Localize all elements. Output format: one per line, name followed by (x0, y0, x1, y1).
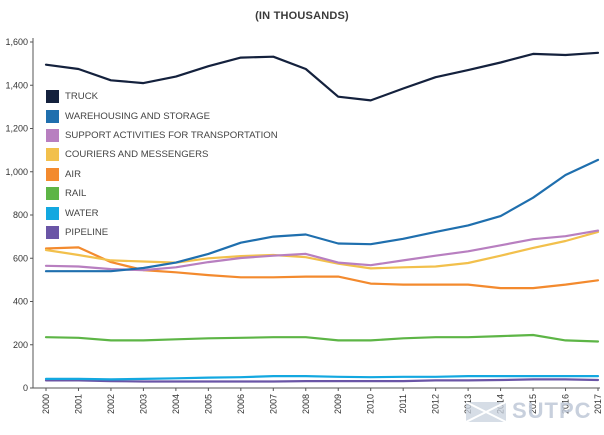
x-tick-label: 2002 (106, 394, 116, 414)
legend-label: WATER (65, 207, 99, 219)
watermark-text: SUTPC (512, 398, 592, 423)
legend-label: TRUCK (65, 91, 99, 103)
legend-item: PIPELINE (46, 223, 278, 242)
legend-label: AIR (65, 168, 81, 180)
legend-item: COURIERS AND MESSENGERS (46, 145, 278, 164)
watermark-logo-icon (465, 401, 507, 423)
x-tick-label: 2008 (301, 394, 311, 414)
legend-swatch (46, 206, 59, 220)
legend-item: SUPPORT ACTIVITIES FOR TRANSPORTATION (46, 126, 278, 145)
legend-item: WAREHOUSING AND STORAGE (46, 106, 278, 125)
x-tick-label: 2000 (41, 394, 51, 414)
legend-swatch (46, 167, 59, 181)
legend-label: WAREHOUSING AND STORAGE (65, 110, 210, 122)
legend-swatch (46, 225, 59, 239)
y-tick-label: 600 (13, 253, 28, 263)
series-line-support-activities-for-transportation (44, 229, 600, 272)
series-line-water (44, 375, 600, 381)
watermark: SUTPC (465, 398, 591, 426)
x-tick-label: 2010 (366, 394, 376, 414)
series-line-truck (44, 51, 600, 102)
series-line-rail (44, 333, 600, 343)
chart-legend: TRUCK WAREHOUSING AND STORAGE SUPPORT ACTI… (46, 87, 278, 242)
x-tick-label: 2001 (73, 394, 83, 414)
y-tick-label: 1,400 (5, 80, 28, 90)
legend-swatch (46, 148, 59, 162)
y-tick-label: 800 (13, 210, 28, 220)
x-tick-label: 2005 (203, 394, 213, 414)
y-tick-label: 0 (23, 383, 28, 393)
x-tick-label: 2016 (561, 394, 571, 414)
series-line-warehousing-and-storage (44, 158, 600, 273)
x-tick-label: 2006 (236, 394, 246, 414)
y-tick-label: 1,600 (5, 37, 28, 47)
x-tick-label: 2012 (431, 394, 441, 414)
x-tick-label: 2015 (528, 394, 538, 414)
x-tick-label: 2009 (333, 394, 343, 414)
series-line-pipeline (44, 378, 600, 383)
series-line-couriers-and-messengers (44, 230, 600, 270)
legend-swatch (46, 90, 59, 104)
y-tick-label: 200 (13, 340, 28, 350)
chart-title: (IN THOUSANDS) (255, 10, 349, 22)
x-tick-label: 2017 (593, 394, 603, 414)
series-line-air (44, 246, 600, 290)
legend-swatch (46, 128, 59, 142)
legend-swatch (46, 109, 59, 123)
legend-label: SUPPORT ACTIVITIES FOR TRANSPORTATION (65, 129, 278, 141)
y-tick-label: 1,200 (5, 124, 28, 134)
legend-label: COURIERS AND MESSENGERS (65, 149, 209, 161)
legend-item: AIR (46, 165, 278, 184)
x-tick-label: 2011 (398, 394, 408, 413)
x-tick-label: 2007 (268, 394, 278, 414)
legend-label: PIPELINE (65, 226, 109, 238)
legend-item: RAIL (46, 184, 278, 203)
legend-label: RAIL (65, 188, 87, 200)
y-tick-label: 1,000 (5, 167, 28, 177)
y-tick-label: 400 (13, 297, 28, 307)
x-tick-label: 2004 (171, 394, 181, 414)
x-tick-label: 2003 (138, 394, 148, 414)
legend-swatch (46, 187, 59, 201)
legend-item: TRUCK (46, 87, 278, 106)
legend-item: WATER (46, 203, 278, 222)
